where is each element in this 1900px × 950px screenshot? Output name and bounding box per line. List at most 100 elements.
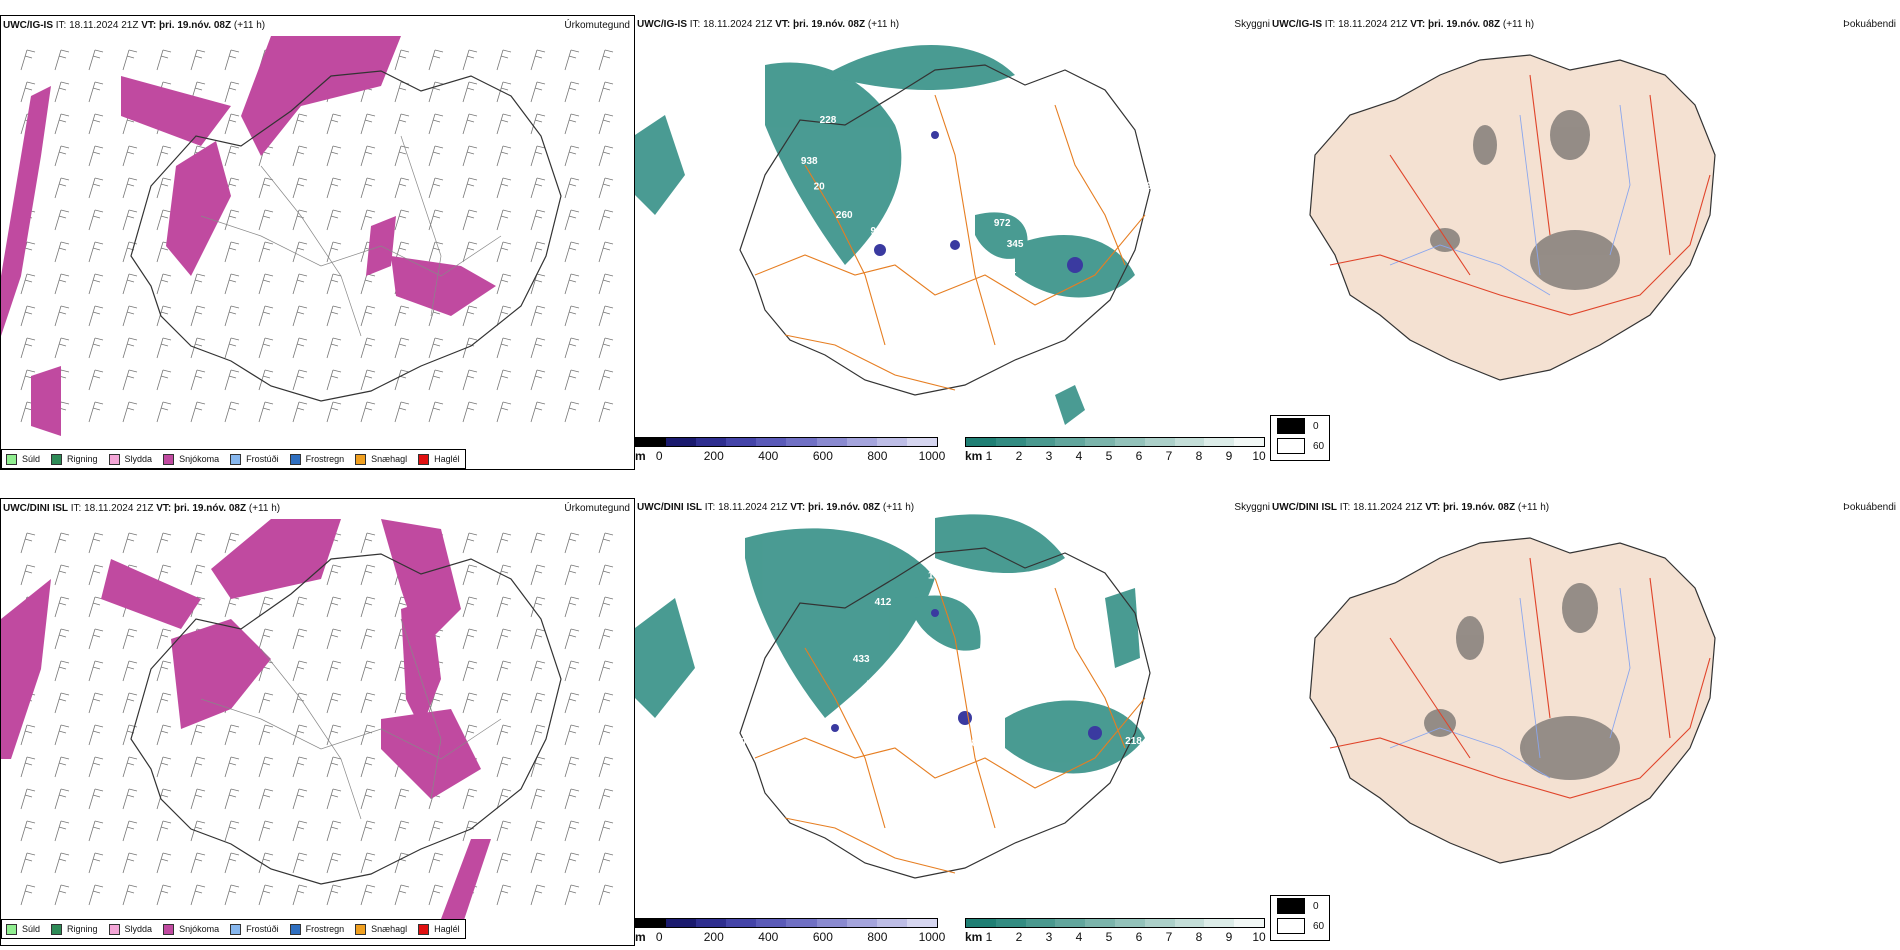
wind-barb [224, 756, 240, 778]
panel-header: UWC/IG-IS IT: 18.11.2024 21Z VT: þri. 19… [637, 19, 900, 30]
wind-barb [462, 81, 478, 103]
wind-barb [190, 49, 206, 71]
panel-header: UWC/DINI ISL IT: 18.11.2024 21Z VT: þri.… [637, 502, 915, 513]
wind-barb [394, 884, 410, 906]
panel-title: Þokuábendi [1843, 502, 1896, 513]
wind-barb [258, 788, 274, 810]
legend-swatch [108, 923, 120, 935]
wind-barb [20, 305, 36, 327]
wind-barb [54, 113, 70, 135]
scale-tick: 5 [1105, 449, 1113, 463]
wind-barb [190, 852, 206, 874]
wind-barb [360, 628, 376, 650]
wind-barb [88, 81, 104, 103]
wind-barb [530, 852, 546, 874]
visibility-value: 384 [962, 159, 979, 170]
wind-barb [224, 369, 240, 391]
wind-barb [156, 305, 172, 327]
wind-barb [598, 369, 614, 391]
visibility-value: 983 [817, 320, 834, 331]
wind-barb [428, 145, 444, 167]
wind-barb [190, 724, 206, 746]
wind-barb [54, 532, 70, 554]
wind-barb [224, 596, 240, 618]
scale-segment [726, 919, 757, 927]
wind-barb [564, 564, 580, 586]
wind-barb [122, 241, 138, 263]
wind-barb [190, 532, 206, 554]
scale-tick: 2 [1015, 930, 1023, 944]
wind-barb [156, 209, 172, 231]
wind-barb [88, 273, 104, 295]
visibility-value: 335 [893, 690, 910, 701]
wind-barb [462, 369, 478, 391]
wind-barb [156, 756, 172, 778]
legend-swatch [289, 453, 301, 465]
wind-barb [428, 337, 444, 359]
wind-barb [462, 596, 478, 618]
scale-segment [966, 438, 996, 446]
wind-barb [156, 884, 172, 906]
wind-barb [598, 628, 614, 650]
wind-barb [156, 724, 172, 746]
wind-barb [360, 692, 376, 714]
wind-barb [292, 337, 308, 359]
wind-barb [598, 756, 614, 778]
panel-title: Skyggni [1234, 502, 1270, 513]
scale-tick: 10 [1252, 930, 1266, 944]
wind-barb [462, 241, 478, 263]
precip-map-bottom [1, 519, 614, 929]
wind-barb [326, 788, 342, 810]
wind-barb [156, 49, 172, 71]
visibility-value: 948 [975, 716, 992, 727]
visibility-value: 325 [1042, 147, 1059, 158]
wind-barb [496, 628, 512, 650]
wind-barb [88, 596, 104, 618]
wind-barb [190, 401, 206, 423]
wind-barb [224, 273, 240, 295]
wind-barb [190, 273, 206, 295]
iceland-outline [130, 70, 562, 402]
snow-area [391, 256, 496, 316]
wind-barb [54, 852, 70, 874]
wind-barb [428, 113, 444, 135]
wind-barb [20, 81, 36, 103]
scale-tick: 6 [1135, 930, 1143, 944]
visibility-value: 296 [1167, 225, 1184, 236]
wind-barb [530, 788, 546, 810]
fog-panel-bottom: UWC/DINI ISL IT: 18.11.2024 21Z VT: þri.… [1270, 498, 1900, 946]
wind-barb [156, 337, 172, 359]
visibility-map-top: 972 922 957 931 938 909 983 934 345 260 325 148 228 2… [635, 45, 1184, 425]
wind-barb [394, 113, 410, 135]
wind-barb [598, 401, 614, 423]
scale-segment [906, 438, 937, 446]
wind-barb [496, 532, 512, 554]
visibility-fields [635, 45, 1135, 425]
wind-barb [428, 241, 444, 263]
wind-barb [326, 756, 342, 778]
wind-barb [20, 369, 36, 391]
wind-barb [122, 724, 138, 746]
wind-barb [360, 532, 376, 554]
wind-barb [54, 81, 70, 103]
visibility-value: 345 [1007, 239, 1024, 250]
visibility-value-labels: 972 922 957 931 938 909 983 934 345 260 325 148 228 2… [801, 115, 1184, 331]
snow-area [121, 76, 231, 146]
fog-scale-row-bottom: 60 [1271, 436, 1329, 456]
visibility-panel-top: 972 922 957 931 938 909 983 934 345 260 325 148 228 2… [635, 15, 1270, 470]
visibility-value: 42 [904, 771, 916, 782]
legend-item-frostúði: Frostúði [230, 923, 279, 935]
wind-barb [564, 113, 580, 135]
scale-segment [666, 919, 697, 927]
wind-barb [190, 884, 206, 906]
wind-barb [292, 852, 308, 874]
wind-barb [496, 49, 512, 71]
wind-barb [496, 756, 512, 778]
wind-barb [564, 596, 580, 618]
visibility-value: 201 [1000, 265, 1017, 276]
wind-barb [394, 209, 410, 231]
wind-barb [428, 884, 444, 906]
legend-swatch [289, 923, 301, 935]
panel-title: Úrkomutegund [564, 503, 630, 514]
wind-barb [360, 660, 376, 682]
